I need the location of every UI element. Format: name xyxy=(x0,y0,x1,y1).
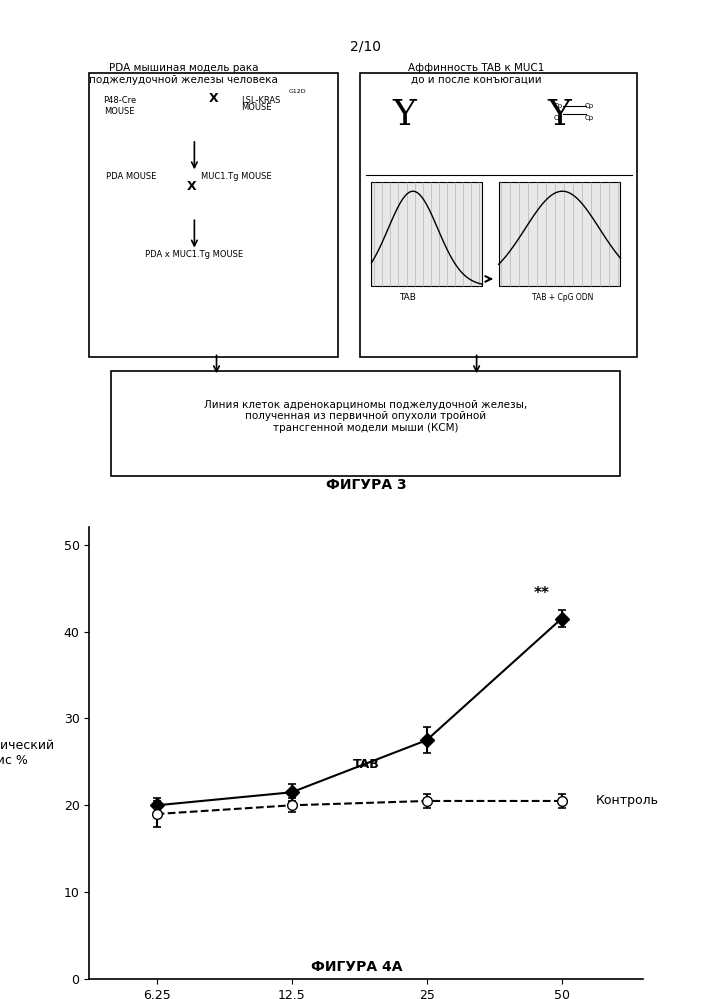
Text: 2/10: 2/10 xyxy=(351,39,381,54)
Text: Cp: Cp xyxy=(585,115,593,121)
Text: **: ** xyxy=(533,586,549,601)
Text: MOUSE: MOUSE xyxy=(241,104,272,113)
Text: X: X xyxy=(187,180,196,193)
FancyBboxPatch shape xyxy=(111,372,620,476)
FancyBboxPatch shape xyxy=(361,73,637,358)
Text: ФИГУРА 4А: ФИГУРА 4А xyxy=(311,960,403,974)
Text: TAB: TAB xyxy=(353,757,379,770)
FancyBboxPatch shape xyxy=(371,182,482,286)
Text: Линия клеток адренокарциномы поджелудочной железы,
полученная из первичной опухо: Линия клеток адренокарциномы поджелудочн… xyxy=(204,400,528,434)
Text: TAB + CpG ODN: TAB + CpG ODN xyxy=(532,293,593,302)
Text: MUC1.Tg MOUSE: MUC1.Tg MOUSE xyxy=(201,172,271,181)
FancyBboxPatch shape xyxy=(89,73,338,358)
Text: Y: Y xyxy=(548,98,571,132)
Text: P48-Cre
MOUSE: P48-Cre MOUSE xyxy=(103,96,136,116)
Text: TAB: TAB xyxy=(399,293,416,302)
Text: Контроль: Контроль xyxy=(595,794,658,807)
Text: LSL-KRAS: LSL-KRAS xyxy=(241,96,281,105)
Text: PDA x MUC1.Tg MOUSE: PDA x MUC1.Tg MOUSE xyxy=(146,251,243,260)
Text: Cp: Cp xyxy=(553,115,563,121)
Text: PDA мышиная модель рака
поджелудочной железы человека: PDA мышиная модель рака поджелудочной же… xyxy=(89,63,278,85)
FancyBboxPatch shape xyxy=(498,182,620,286)
Text: Аффинность TAB к MUC1
до и после конъюгации: Аффинность TAB к MUC1 до и после конъюга… xyxy=(408,63,545,85)
Text: Y: Y xyxy=(393,98,416,132)
Text: ФИГУРА 3: ФИГУРА 3 xyxy=(326,479,406,493)
Text: G12D: G12D xyxy=(288,89,306,94)
Text: PDA MOUSE: PDA MOUSE xyxy=(106,172,156,181)
Text: Cp: Cp xyxy=(553,103,563,109)
Y-axis label: Специфический
лизис %: Специфический лизис % xyxy=(0,739,54,767)
Text: Cp: Cp xyxy=(585,103,593,109)
Text: X: X xyxy=(209,92,218,105)
